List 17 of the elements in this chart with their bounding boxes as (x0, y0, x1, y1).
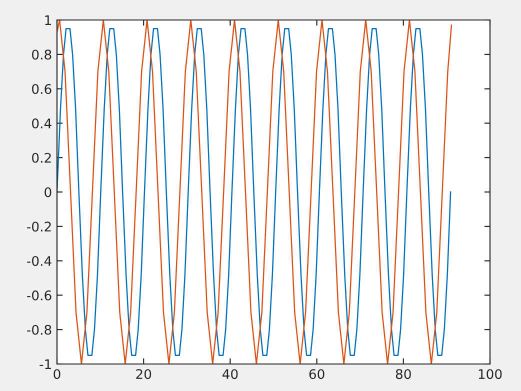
y-tick-label: -0.2 (27, 222, 51, 232)
x-tick-label: 40 (222, 369, 238, 380)
x-tick-label: 20 (136, 369, 152, 380)
x-tick-label: 100 (478, 369, 502, 380)
y-tick-label: 0.6 (32, 84, 52, 94)
y-tick-label: 0 (44, 187, 52, 198)
y-tick-label: 0.4 (32, 118, 52, 128)
x-tick-label: 0 (54, 369, 60, 380)
y-tick-label: -0.6 (27, 290, 52, 300)
y-tick-label: -1 (40, 359, 51, 370)
x-tick-label: 60 (309, 369, 324, 380)
x-tick-label: 80 (396, 369, 411, 380)
y-tick-label: 0.2 (32, 152, 51, 163)
y-tick-label: -0.8 (27, 324, 52, 335)
y-tick-label: 1 (45, 15, 51, 26)
y-tick-label: 0.8 (32, 50, 52, 60)
y-tick-label: -0.4 (27, 256, 52, 266)
